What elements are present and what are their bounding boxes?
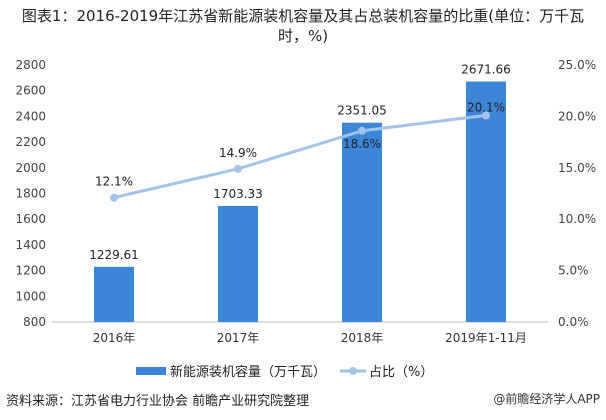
y-left-tick-label: 1800 [15, 187, 46, 201]
y-right-tick-label: 0.0% [558, 315, 589, 329]
x-tick-label: 2018年 [341, 331, 384, 345]
y-right-tick-label: 10.0% [558, 212, 596, 226]
x-tick-label: 2016年 [93, 331, 136, 345]
line-data-label: 20.1% [467, 100, 505, 114]
source-note: 资料来源：江苏省电力行业协会 前瞻产业研究院整理 [6, 394, 310, 409]
y-left-tick-label: 2800 [15, 58, 46, 72]
line-series [113, 113, 487, 200]
legend-bar-label: 新能源装机容量（万千瓦） [170, 364, 326, 380]
line-data-label: 18.6% [343, 137, 381, 151]
brand-label: @前瞻经济学人APP [493, 392, 600, 406]
legend-line-label: 占比（%） [369, 365, 433, 380]
legend-line-marker [349, 367, 357, 375]
y-left-tick-label: 1000 [15, 289, 46, 303]
y-left-tick-label: 1200 [15, 264, 46, 278]
line-point [110, 193, 118, 202]
y-left-tick-label: 2000 [15, 161, 46, 175]
y-left-tick-label: 1400 [15, 238, 46, 252]
bar-data-label: 1703.33 [213, 187, 263, 201]
bar [218, 205, 258, 322]
bar-data-label: 2671.66 [461, 62, 511, 76]
x-tick-label: 2019年1-11月 [445, 331, 527, 345]
y-right-tick-label: 15.0% [558, 161, 596, 175]
bar [94, 266, 134, 322]
y-left-tick-label: 800 [23, 315, 46, 329]
x-tick-label: 2017年 [217, 331, 260, 345]
y-right-tick-label: 5.0% [558, 264, 589, 278]
y-right-tick-label: 20.0% [558, 109, 596, 123]
line-point [358, 126, 366, 135]
legend-bar-swatch [136, 367, 166, 375]
y-left-tick-label: 2400 [15, 109, 46, 123]
bar-data-label: 1229.61 [89, 248, 139, 262]
line-data-label: 12.1% [95, 175, 133, 189]
y-left-tick-label: 2200 [15, 135, 46, 149]
y-right-tick-label: 25.0% [558, 58, 596, 72]
line-data-label: 14.9% [219, 146, 257, 160]
y-left-tick-label: 2600 [15, 84, 46, 98]
line-point [482, 111, 490, 120]
chart-title: 图表1：2016-2019年江苏省新能源装机容量及其占总装机容量的比重(单位：万… [21, 7, 585, 45]
line-point [234, 164, 242, 173]
bar [466, 81, 506, 322]
bar [342, 122, 382, 323]
bar-data-label: 2351.05 [337, 104, 387, 118]
y-left-tick-label: 1600 [15, 212, 46, 226]
